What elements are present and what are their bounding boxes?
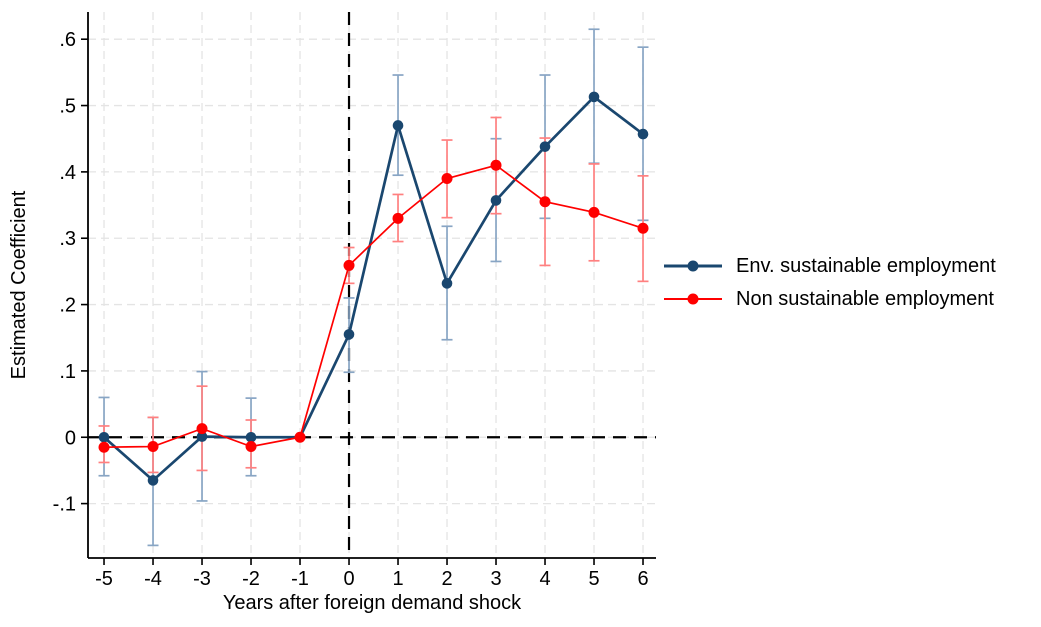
legend-item-env-sustainable: Env. sustainable employment bbox=[664, 254, 996, 278]
legend: Env. sustainable employment Non sustaina… bbox=[664, 254, 996, 311]
svg-text:-4: -4 bbox=[144, 568, 162, 590]
svg-text:5: 5 bbox=[588, 568, 599, 590]
legend-label-non: Non sustainable employment bbox=[736, 287, 994, 310]
svg-text:.4: .4 bbox=[59, 162, 76, 184]
svg-text:-5: -5 bbox=[95, 568, 113, 590]
svg-text:-.1: -.1 bbox=[53, 494, 76, 516]
svg-text:0: 0 bbox=[65, 427, 76, 449]
svg-text:4: 4 bbox=[539, 568, 550, 590]
svg-text:-3: -3 bbox=[193, 568, 211, 590]
svg-text:1: 1 bbox=[392, 568, 403, 590]
svg-text:.6: .6 bbox=[59, 29, 76, 51]
svg-text:0: 0 bbox=[343, 568, 354, 590]
svg-text:3: 3 bbox=[490, 568, 501, 590]
svg-text:.3: .3 bbox=[59, 228, 76, 250]
svg-text:.5: .5 bbox=[59, 96, 76, 118]
legend-item-non-sustainable: Non sustainable employment bbox=[664, 287, 996, 311]
x-axis-title: Years after foreign demand shock bbox=[222, 592, 522, 614]
legend-label-env: Env. sustainable employment bbox=[736, 254, 996, 277]
svg-text:.2: .2 bbox=[59, 295, 76, 317]
svg-text:2: 2 bbox=[441, 568, 452, 590]
svg-text:6: 6 bbox=[637, 568, 648, 590]
legend-key-non-line-dot-icon bbox=[664, 292, 722, 306]
svg-text:-2: -2 bbox=[242, 568, 260, 590]
svg-text:-1: -1 bbox=[291, 568, 309, 590]
y-axis-title: Estimated Coefficient bbox=[8, 190, 30, 380]
legend-key-env-line-dot-icon bbox=[664, 259, 722, 273]
svg-text:.1: .1 bbox=[59, 361, 76, 383]
legend-dot-env bbox=[687, 260, 699, 272]
legend-dot-non bbox=[687, 293, 699, 305]
